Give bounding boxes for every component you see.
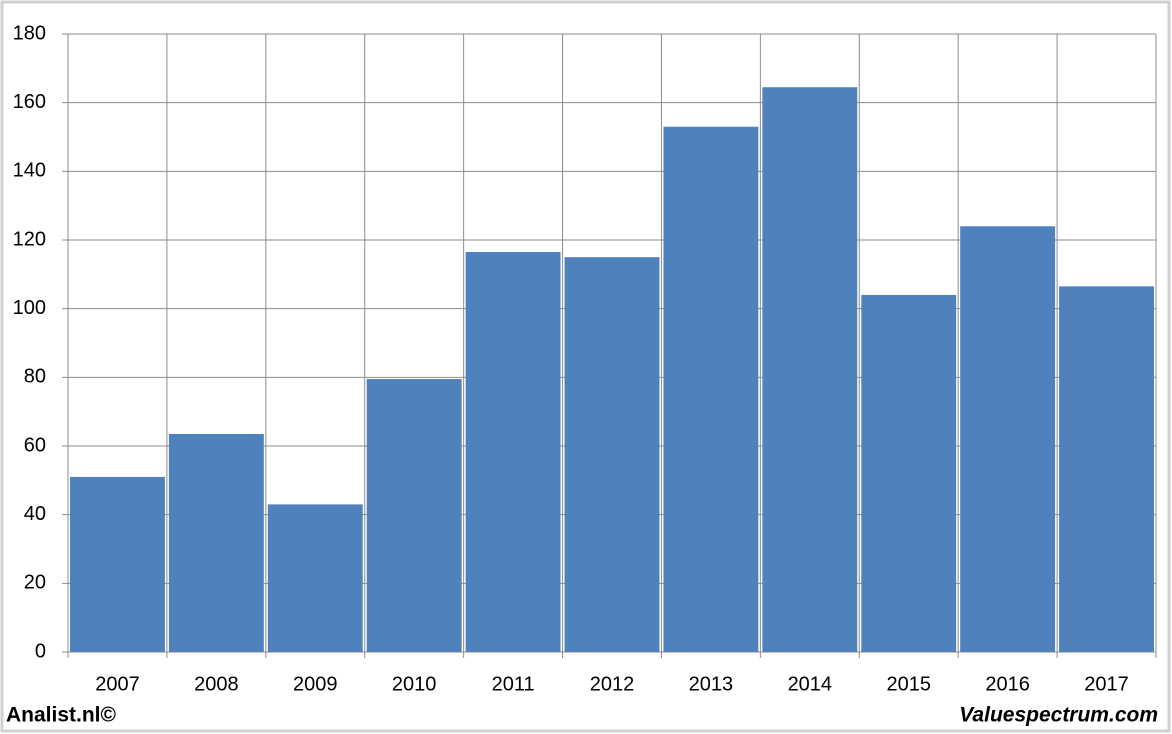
bar (366, 379, 462, 652)
bar (960, 226, 1056, 652)
bar (564, 257, 660, 652)
y-tick-label: 20 (24, 572, 46, 594)
y-tick-label: 100 (13, 297, 46, 319)
footer-left: Analist.nl© (6, 704, 117, 727)
bar (168, 433, 264, 652)
y-tick-label: 180 (13, 22, 46, 44)
y-tick-label: 160 (13, 91, 46, 113)
x-tick-label: 2013 (689, 673, 734, 695)
x-tick-label: 2016 (985, 673, 1030, 695)
bar (267, 504, 363, 652)
x-tick-label: 2010 (392, 673, 437, 695)
y-tick-label: 140 (13, 160, 46, 182)
y-tick-label: 120 (13, 228, 46, 250)
footer-right: Valuespectrum.com (959, 704, 1158, 727)
bar (861, 294, 957, 652)
bar (465, 252, 561, 652)
x-tick-label: 2009 (293, 673, 338, 695)
y-tick-label: 60 (24, 434, 46, 456)
x-tick-label: 2015 (886, 673, 931, 695)
bar (70, 476, 165, 652)
bar (762, 87, 858, 652)
x-tick-label: 2011 (492, 673, 535, 695)
x-tick-label: 2017 (1084, 673, 1129, 695)
y-tick-label: 80 (24, 366, 46, 388)
x-tick-label: 2008 (194, 673, 239, 695)
y-tick-label: 40 (24, 503, 46, 525)
bar (663, 126, 759, 652)
x-tick-label: 2007 (95, 673, 140, 695)
bar (1059, 286, 1154, 652)
y-tick-label: 0 (35, 640, 46, 662)
x-tick-label: 2014 (788, 673, 833, 695)
x-tick-label: 2012 (590, 673, 635, 695)
